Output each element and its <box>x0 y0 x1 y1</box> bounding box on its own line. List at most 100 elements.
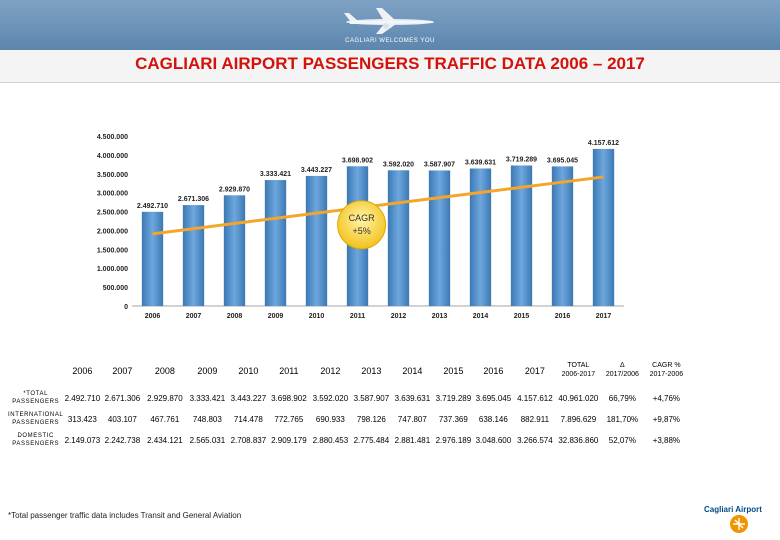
table-cell: 882.911 <box>520 415 550 424</box>
table-cell: 181,70% <box>606 415 639 424</box>
table-cell: 7.896.629 <box>560 415 597 424</box>
title-band <box>0 50 780 83</box>
x-tick-label: 2012 <box>391 313 407 320</box>
bar-2016 <box>551 166 574 306</box>
row-label-line1: DOMESTIC <box>17 433 54 440</box>
y-tick-label: 2.000.000 <box>97 228 128 235</box>
row-label: DOMESTIC PASSENGERS <box>0 430 63 451</box>
x-tick-label: 2017 <box>596 313 612 320</box>
table-cell: 313.423 <box>67 415 97 424</box>
data-label: 3.695.045 <box>547 157 578 164</box>
table-cell: 638.146 <box>478 415 508 424</box>
col-header-line1: Δ <box>620 362 625 370</box>
col-header-line1: CAGR % <box>652 362 681 370</box>
table-cell: 3.443.227 <box>230 394 267 403</box>
cagr-annotation: CAGR +5% <box>337 200 387 250</box>
table-cell: 714.478 <box>233 415 263 424</box>
table-cell: 3.048.600 <box>475 436 512 445</box>
table-cell: 2.881.481 <box>394 436 431 445</box>
table-cell: 748.803 <box>192 415 222 424</box>
x-axis: 2006 2007 2008 2009 2010 2011 2012 2013 2014 2015… <box>145 313 612 320</box>
y-tick-label: 4.000.000 <box>97 153 128 160</box>
row-label-line2: PASSENGERS <box>12 419 60 426</box>
y-tick-label: 500.000 <box>103 285 128 292</box>
table-cell: 737.369 <box>438 415 468 424</box>
table-cell: 3.266.574 <box>517 436 553 445</box>
data-label: 3.639.631 <box>465 160 496 167</box>
footnote: *Total passenger traffic data includes T… <box>8 511 242 520</box>
col-header-line2: 2017/2006 <box>605 371 639 378</box>
col-header-2016: 2016 <box>483 366 504 376</box>
table-cell: 3.592.020 <box>312 394 349 403</box>
x-tick-label: 2010 <box>309 313 325 320</box>
header-banner: CAGLIARI WELCOMES YOU <box>0 0 780 50</box>
table-cell: 32.836.860 <box>558 436 599 445</box>
y-tick-label: 0 <box>124 304 128 311</box>
table-cell: 3.587.907 <box>353 394 390 403</box>
col-header-line1: TOTAL <box>567 362 590 370</box>
table-cell: 467.761 <box>150 415 180 424</box>
bar-2006 <box>141 211 164 306</box>
table-cell: 2.565.031 <box>189 436 226 445</box>
table-cell: 66,79% <box>608 394 636 403</box>
bar-2009 <box>264 180 287 306</box>
row-label: *TOTAL PASSENGERS <box>0 388 63 409</box>
col-header-2007: 2007 <box>112 366 133 376</box>
table-cell: 4.157.612 <box>517 394 553 403</box>
table-cell: 3.719.289 <box>435 394 472 403</box>
x-tick-label: 2015 <box>514 313 530 320</box>
bar-2008 <box>223 195 246 306</box>
col-header-2015: 2015 <box>443 366 464 376</box>
col-header-line2: 2017-2006 <box>649 371 684 378</box>
traffic-table: 2006 2007 2008 2009 2010 2011 2012 2013 2014 2015… <box>0 354 780 451</box>
bar-2012 <box>387 170 410 306</box>
table-cell: 798.126 <box>356 415 386 424</box>
data-label: 2.492.710 <box>137 203 168 210</box>
cagr-label: CAGR <box>349 213 376 223</box>
airplane-icon <box>344 8 434 34</box>
table-cell: 2.880.453 <box>312 436 349 445</box>
col-header-line2: 2006-2017 <box>561 371 596 378</box>
cagr-bubble <box>337 200 387 250</box>
table-cell: 2.976.189 <box>435 436 472 445</box>
data-label: 2.671.306 <box>178 196 209 203</box>
cagr-value: +5% <box>352 226 370 236</box>
data-labels: 2.492.710 2.671.306 2.929.870 3.333.421 3.44… <box>137 140 619 210</box>
table-cell: 2.242.738 <box>104 436 141 445</box>
bar-2010 <box>305 175 328 306</box>
col-header-2006: 2006 <box>72 366 93 376</box>
table-cell: 403.107 <box>107 415 137 424</box>
y-tick-label: 4.500.000 <box>97 134 128 141</box>
table-cell: 2.492.710 <box>64 394 101 403</box>
table-corner <box>0 354 63 388</box>
table-cell: 40.961.020 <box>558 394 599 403</box>
col-header-2014: 2014 <box>402 366 423 376</box>
y-tick-label: 3.500.000 <box>97 172 128 179</box>
x-tick-label: 2014 <box>473 313 489 320</box>
bar-2013 <box>428 170 451 306</box>
passengers-bar-chart: 0 500.000 1.000.000 1.500.000 2.000.000 2.500… <box>97 134 624 320</box>
table-row: INTERNATIONAL PASSENGERS 313.423 403.107 467… <box>0 409 688 430</box>
col-header-2017: 2017 <box>524 366 545 376</box>
table-row: DOMESTIC PASSENGERS 2.149.073 2.242.738 2.43… <box>0 430 688 451</box>
table-cell: 2.929.870 <box>147 394 183 403</box>
page-title: CAGLIARI AIRPORT PASSENGERS TRAFFIC DATA… <box>135 54 645 73</box>
table-header-row: 2006 2007 2008 2009 2010 2011 2012 2013 2014 2015… <box>0 354 688 388</box>
trend-line <box>152 175 604 236</box>
x-tick-label: 2016 <box>555 313 571 320</box>
table-row: *TOTAL PASSENGERS 2.492.710 2.671.306 2.929.… <box>0 388 688 409</box>
header-tagline: CAGLIARI WELCOMES YOU <box>345 38 435 44</box>
table-cell: 2.909.179 <box>271 436 307 445</box>
table-cell: +9,87% <box>652 415 681 424</box>
col-header-summary: TOTAL 2006-2017 <box>556 354 600 388</box>
table-cell: 3.333.421 <box>189 394 226 403</box>
bar-2015 <box>510 165 533 306</box>
col-header-summary: CAGR % 2017-2006 <box>644 354 688 388</box>
y-tick-label: 3.000.000 <box>97 191 128 198</box>
x-tick-label: 2009 <box>268 313 284 320</box>
table-cell: 2.708.837 <box>230 436 267 445</box>
table-cell: 2.671.306 <box>104 394 141 403</box>
y-tick-label: 1.500.000 <box>97 247 128 254</box>
row-label: INTERNATIONAL PASSENGERS <box>0 409 63 430</box>
row-label-line1: INTERNATIONAL <box>8 412 64 419</box>
